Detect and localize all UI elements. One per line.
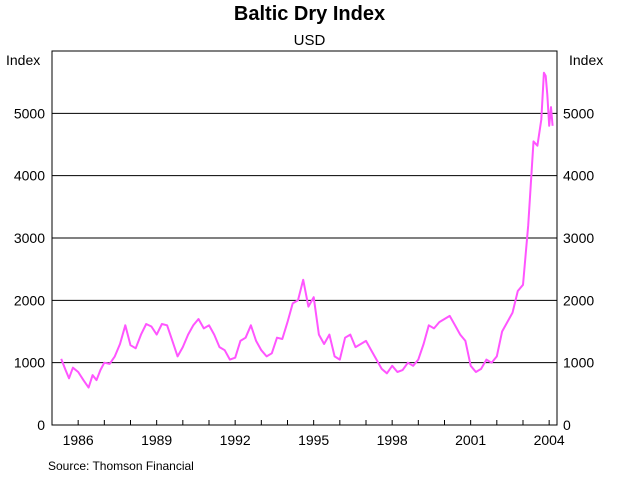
y-tick-label-right: 5000 — [563, 105, 594, 121]
y-tick-label-left: 3000 — [14, 230, 45, 246]
y-axis-unit-right: Index — [569, 52, 604, 68]
chart-title: Baltic Dry Index — [233, 3, 386, 25]
y-tick-label-left: 1000 — [14, 355, 45, 371]
y-tick-label-right: 0 — [563, 417, 571, 433]
x-tick-label-1995: 1995 — [298, 432, 329, 448]
plot-frame — [51, 50, 558, 426]
x-tick-label-1998: 1998 — [377, 432, 408, 448]
x-tick-label-1986: 1986 — [63, 432, 94, 448]
source-note: Source: Thomson Financial — [48, 459, 194, 473]
x-tick-label-1989: 1989 — [141, 432, 172, 448]
ticks-group: 0 0 1000 1000 2000 2000 3000 3000 4000 4000 5000 50… — [14, 105, 595, 448]
y-tick-label-right: 3000 — [563, 230, 594, 246]
chart-subtitle: USD — [293, 32, 326, 49]
y-tick-label-right: 1000 — [563, 355, 594, 371]
y-tick-label-right: 4000 — [563, 168, 594, 184]
y-tick-label-right: 2000 — [563, 292, 594, 308]
y-tick-label-left: 5000 — [14, 105, 45, 121]
y-tick-label-left: 4000 — [14, 168, 45, 184]
y-axis-unit-left: Index — [6, 52, 41, 68]
series-group — [60, 71, 554, 389]
x-tick-label-2001: 2001 — [455, 432, 486, 448]
x-tick-label-2004: 2004 — [534, 432, 565, 448]
y-tick-label-left: 0 — [37, 417, 45, 433]
y-tick-label-left: 2000 — [14, 292, 45, 308]
gridlines — [52, 112, 557, 364]
series-line-bdi — [60, 71, 554, 389]
x-tick-label-1992: 1992 — [220, 432, 251, 448]
